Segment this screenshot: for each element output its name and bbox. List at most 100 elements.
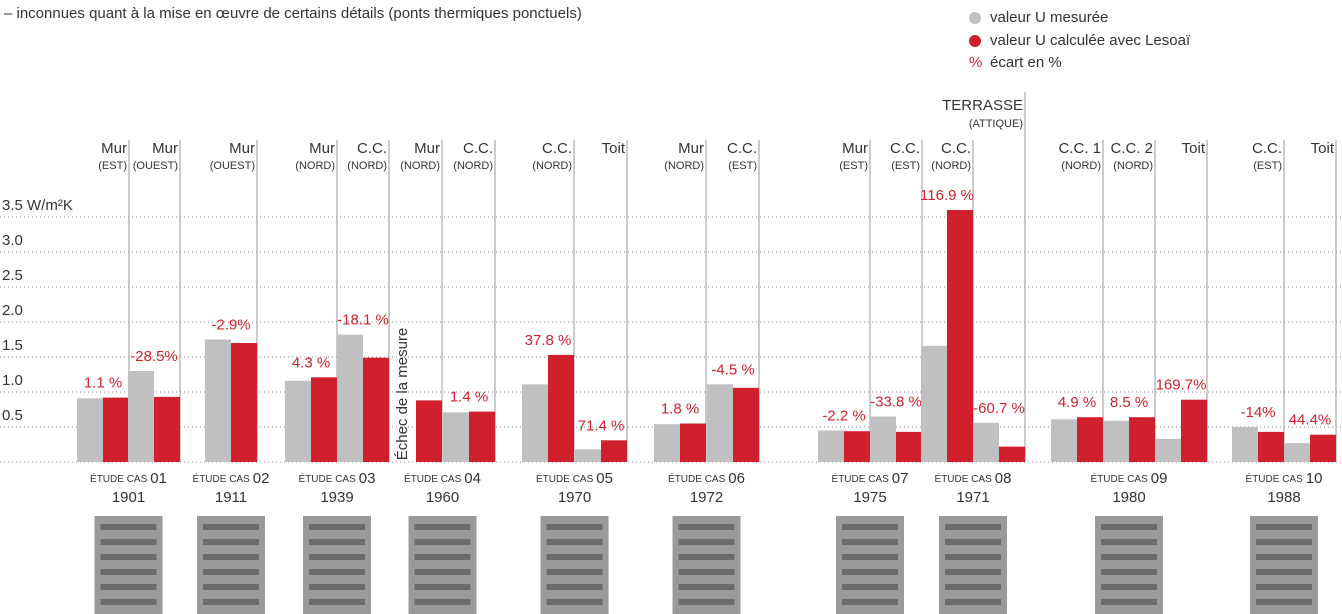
photo-window-row <box>945 599 1001 605</box>
case-number: 10 <box>1306 470 1323 487</box>
photo-window-row <box>678 539 735 545</box>
photo-window-row <box>100 554 157 560</box>
case-number: 05 <box>596 470 613 487</box>
y-tick-label: 1.0 <box>2 372 23 389</box>
y-tick-label: 0.5 <box>2 407 23 424</box>
element-name: TERRASSE <box>942 97 1023 114</box>
bar-calculated <box>999 446 1025 462</box>
case-year: 1972 <box>690 489 723 506</box>
element-name: Mur <box>414 140 440 157</box>
y-tick-label: 2.0 <box>2 302 23 319</box>
photo-window-row <box>203 554 259 560</box>
element-name: Toit <box>1311 140 1335 157</box>
case-number: 09 <box>1151 470 1168 487</box>
bar-measured <box>285 380 311 462</box>
element-sub: (EST) <box>728 160 757 172</box>
bar-measured <box>1284 443 1310 462</box>
bar-measured <box>77 398 103 462</box>
case-year: 1901 <box>112 489 145 506</box>
case-label: ÉTUDE CAS 05 <box>536 470 613 487</box>
bar-calculated <box>844 431 870 462</box>
photo-window-row <box>100 569 157 575</box>
element-sub: (EST) <box>1253 160 1282 172</box>
bar-measured <box>818 430 844 462</box>
element-name: C.C. <box>941 140 971 157</box>
diff-label: 4.9 % <box>1058 394 1096 411</box>
element-name: Mur <box>309 140 335 157</box>
diff-label: 8.5 % <box>1110 394 1148 411</box>
photo-window-row <box>546 554 603 560</box>
case-number: 06 <box>728 470 745 487</box>
element-name: Mur <box>229 140 255 157</box>
case-prefix: ÉTUDE CAS <box>1246 472 1304 485</box>
photo-window-row <box>1256 554 1312 560</box>
bar-measured <box>443 412 469 462</box>
element-name: C.C. <box>542 140 572 157</box>
photo-window-row <box>945 584 1001 590</box>
element-name: Toit <box>602 140 626 157</box>
photo-window-row <box>1101 569 1157 575</box>
case-prefix: ÉTUDE CAS <box>90 472 148 485</box>
bar-calculated <box>601 440 627 462</box>
diff-label: 44.4% <box>1289 412 1332 429</box>
intro-text: – inconnues quant à la mise en œuvre de … <box>4 5 582 22</box>
diff-label: 169.7% <box>1156 377 1207 394</box>
bar-calculated <box>1077 417 1103 462</box>
building-photo <box>408 516 477 614</box>
bar-calculated <box>103 397 129 462</box>
photo-window-row <box>414 539 471 545</box>
bar-measured <box>973 422 999 462</box>
photo-window-row <box>1256 584 1312 590</box>
photo-window-row <box>203 569 259 575</box>
case-label: ÉTUDE CAS 02 <box>193 470 270 487</box>
element-name: Mur <box>101 140 127 157</box>
diff-label: -14% <box>1240 404 1275 421</box>
diff-label: 1.4 % <box>450 389 488 406</box>
bar-calculated <box>469 411 495 462</box>
photo-window-row <box>100 584 157 590</box>
case-number: 08 <box>995 470 1012 487</box>
element-sub: (EST) <box>891 160 920 172</box>
photo-window-row <box>546 599 603 605</box>
photo-window-row <box>842 524 898 530</box>
building-photo <box>1095 516 1163 614</box>
element-sub: (OUEST) <box>133 160 178 172</box>
bar-calculated <box>1310 434 1336 462</box>
photo-window-row <box>203 539 259 545</box>
case-label: ÉTUDE CAS 06 <box>668 470 745 487</box>
case-label: ÉTUDE CAS 08 <box>935 470 1012 487</box>
case-year: 1960 <box>426 489 459 506</box>
photo-window-row <box>309 524 365 530</box>
element-sub: (NORD) <box>532 160 572 172</box>
diff-label: 116.9 % <box>920 187 974 204</box>
case-year: 1980 <box>1112 489 1145 506</box>
element-sub: (ATTIQUE) <box>969 118 1023 130</box>
legend-symbol: % <box>969 54 982 71</box>
photo-window-row <box>678 554 735 560</box>
diff-label: -2.2 % <box>822 407 865 424</box>
diff-label: 71.4 % <box>578 417 625 434</box>
photo-window-row <box>414 584 471 590</box>
bar-calculated <box>154 396 180 462</box>
building-photo <box>1250 516 1318 614</box>
photo-window-row <box>945 524 1001 530</box>
photo-window-row <box>945 554 1001 560</box>
diff-label: -2.9% <box>211 316 250 333</box>
photo-window-row <box>414 554 471 560</box>
bar-calculated <box>1181 399 1207 462</box>
photo-window-row <box>100 539 157 545</box>
diff-label: 4.3 % <box>292 354 330 371</box>
building-photo <box>939 516 1007 614</box>
bar-measured <box>522 384 548 462</box>
case-year: 1939 <box>320 489 353 506</box>
y-tick-label: 2.5 <box>2 267 23 284</box>
diff-label: -18.1 % <box>337 312 389 329</box>
bar-calculated <box>416 400 442 462</box>
diff-label: 1.8 % <box>661 400 699 417</box>
element-sub: (NORD) <box>400 160 440 172</box>
photo-window-row <box>309 599 365 605</box>
legend-marker <box>969 35 981 47</box>
photo-window-row <box>100 524 157 530</box>
